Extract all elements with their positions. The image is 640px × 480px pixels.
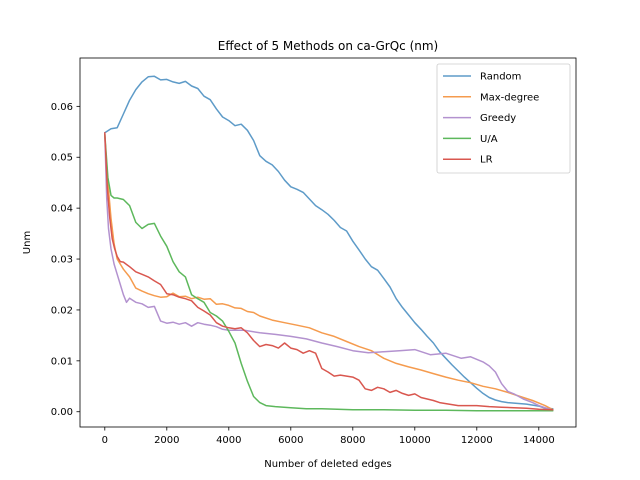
x-axis: 0 2000 4000 6000 8000 10000 12000 14000 [102,427,555,446]
y-tick-label: 0.00 [51,407,73,418]
legend-box [436,63,571,174]
x-tick-label: 10000 [399,435,431,446]
legend: Random Max-degree Greedy U/A LR [436,63,571,174]
legend-label-greedy: Greedy [480,113,516,124]
y-axis: 0.00 0.01 0.02 0.03 0.04 0.05 0.06 [51,102,80,418]
series-line-u-a [104,133,554,412]
y-tick-label: 0.02 [51,305,73,316]
legend-label-lr: LR [480,155,493,166]
x-tick-label: 12000 [461,435,493,446]
series-line-random [104,75,554,410]
legend-label-max-degree: Max-degree [480,92,539,103]
series-line-max-degree [104,136,554,411]
x-tick-label: 4000 [216,435,241,446]
y-tick-label: 0.05 [51,153,73,164]
legend-label-random: Random [480,72,521,83]
x-tick-label: 0 [102,435,108,446]
y-tick-label: 0.04 [51,204,73,215]
y-tick-label: 0.06 [51,102,73,113]
x-tick-label: 6000 [278,435,303,446]
x-tick-label: 8000 [340,435,365,446]
legend-label-u-a: U/A [480,134,498,145]
series-line-lr [104,132,554,411]
x-tick-label: 2000 [154,435,179,446]
series-layer [104,75,554,412]
x-axis-label: Number of deleted edges [264,459,391,470]
y-tick-label: 0.03 [51,255,73,266]
plot-frame [79,57,577,428]
chart-title: Effect of 5 Methods on ca-GrQc (nm) [218,39,438,53]
y-axis-label: Unm [22,231,33,254]
y-tick-label: 0.01 [51,356,73,367]
x-tick-label: 14000 [523,435,555,446]
